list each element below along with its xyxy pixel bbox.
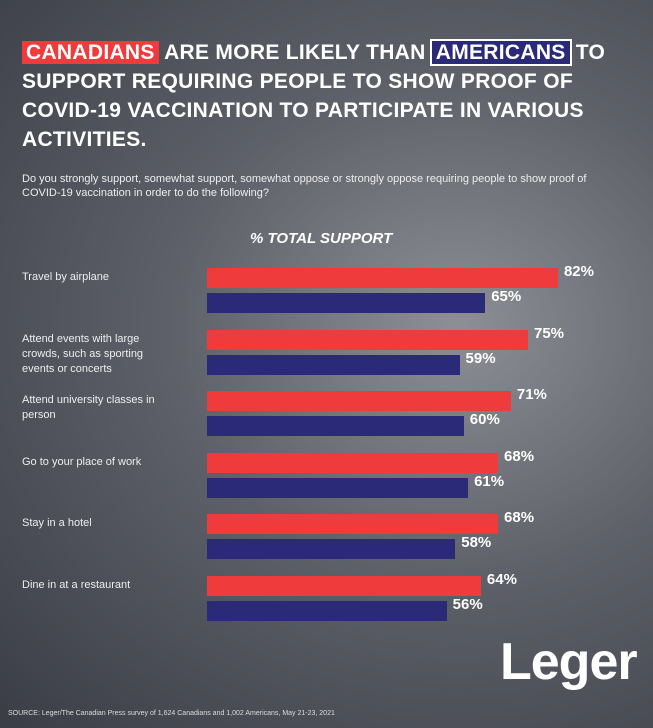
legend-entry: AMERICANS <box>429 39 572 66</box>
bar <box>207 354 460 375</box>
bar <box>207 539 456 559</box>
bar <box>207 477 469 498</box>
axis-label: % TOTAL SUPPORT <box>250 230 393 247</box>
value-label: 68% <box>504 509 535 526</box>
subtitle: Do you strongly support, somewhat suppor… <box>22 173 587 199</box>
logo: Leger <box>500 633 638 691</box>
chart-title: CANADIANS ARE MORE LIKELY THAN AMERICANS… <box>22 38 632 154</box>
value-label: 82% <box>563 263 594 280</box>
title-text: ARE MORE LIKELY THAN <box>164 41 426 64</box>
category-label: Stay in a hotel <box>22 517 92 529</box>
category-label: Attend events with large crowds, such as… <box>22 332 144 375</box>
category-label: Travel by airplane <box>22 271 110 283</box>
title-text: TO SUPPORT REQUIRING PEOPLE TO SHOW PROO… <box>22 41 606 151</box>
bar <box>207 329 528 350</box>
bar <box>207 293 486 313</box>
value-label: 58% <box>461 534 492 551</box>
value-label: 75% <box>534 324 565 342</box>
value-label: 56% <box>452 595 483 613</box>
value-label: 64% <box>486 570 517 588</box>
bar <box>207 268 558 288</box>
legend-entry: CANADIANS <box>22 41 159 64</box>
bar <box>207 514 499 534</box>
category-label: Dine in at a restaurant <box>22 578 131 591</box>
value-label: 71% <box>516 386 547 403</box>
bar <box>207 452 499 473</box>
value-label: 60% <box>469 411 500 428</box>
category-label: Go to your place of work <box>22 455 142 468</box>
bar <box>207 416 464 436</box>
value-label: 61% <box>474 472 505 490</box>
bar <box>207 575 481 596</box>
value-label: 68% <box>504 447 535 465</box>
bar <box>207 391 511 411</box>
source: SOURCE: Leger/The Canadian Press survey … <box>8 710 335 717</box>
bar <box>207 600 447 621</box>
category-label: Attend university classes in person <box>22 394 155 421</box>
value-label: 65% <box>491 288 522 305</box>
value-label: 59% <box>465 349 496 367</box>
